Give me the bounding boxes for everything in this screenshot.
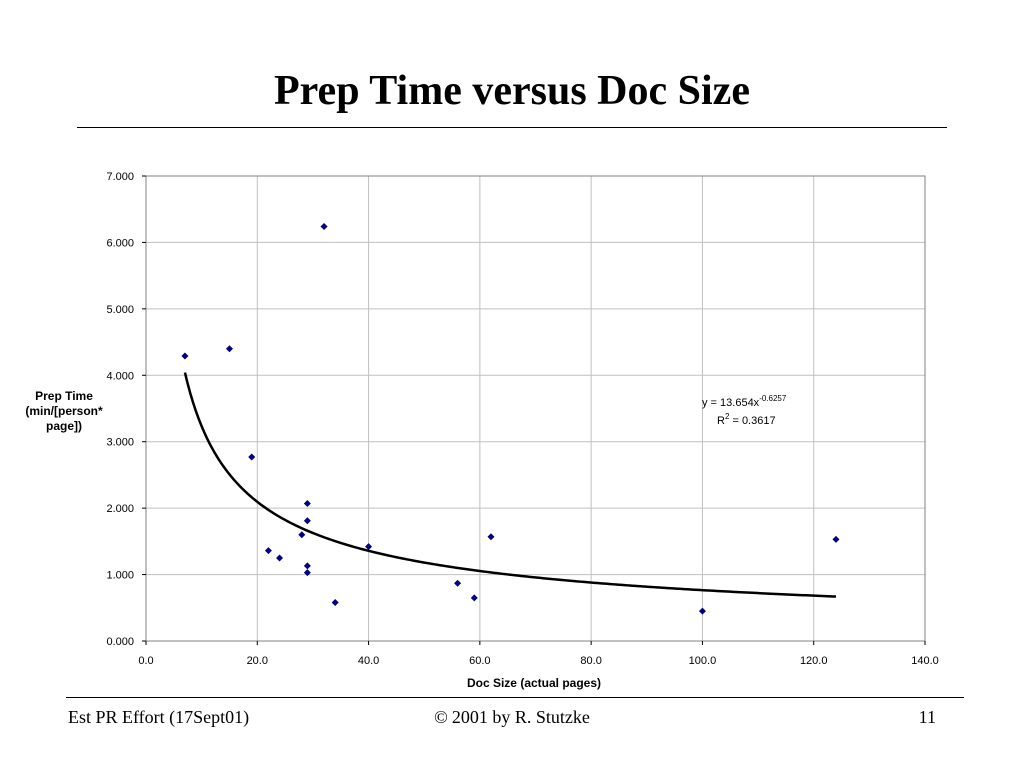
y-tick-label: 4.000 [106, 370, 134, 382]
data-point [832, 535, 840, 543]
copyright-icon: © [434, 707, 448, 727]
y-axis-title-line-2: (min/[person* [25, 404, 103, 418]
footer-divider [66, 697, 964, 698]
r-squared-symbol: R [717, 415, 725, 427]
r-squared-value: = 0.3617 [729, 415, 775, 427]
data-point [331, 598, 339, 606]
data-point [303, 569, 311, 577]
equation-main: y = 13.654x [702, 397, 760, 409]
x-tick-label: 40.0 [358, 655, 379, 667]
data-point [454, 579, 462, 587]
plot-area-frame [145, 175, 926, 642]
x-tick-label: 100.0 [689, 655, 717, 667]
y-tick-label: 6.000 [106, 237, 134, 249]
data-point [303, 562, 311, 570]
x-axis-title: Doc Size (actual pages) [467, 676, 601, 690]
data-point [264, 547, 272, 555]
trendline-equation: y = 13.654x-0.6257 R2 = 0.3617 [702, 394, 787, 427]
data-point [365, 543, 373, 551]
footer-left-text: Est PR Effort (17Sept01) [68, 707, 250, 727]
x-tick-label: 120.0 [800, 655, 828, 667]
r-squared-power: 2 [725, 412, 730, 421]
x-tick-label: 60.0 [469, 655, 490, 667]
r-squared-text: R2 = 0.3617 [717, 412, 776, 427]
data-point [248, 453, 256, 461]
y-tick-label: 2.000 [106, 503, 134, 515]
footer-copyright-text: 2001 by R. Stutzke [451, 707, 590, 727]
footer-copyright: © 2001 by R. Stutzke [0, 707, 1024, 728]
data-point [320, 222, 328, 230]
x-tick-label: 20.0 [247, 655, 268, 667]
y-axis-title-line-3: page]) [46, 419, 82, 433]
x-tick-label: 140.0 [911, 655, 939, 667]
y-tick-label: 0.000 [106, 636, 134, 648]
power-trendline [183, 372, 837, 598]
y-axis-title-line-1: Prep Time [35, 389, 93, 403]
data-point [181, 352, 189, 360]
data-point [225, 345, 233, 353]
y-axis-ticks: 0.000 1.000 2.000 3.000 4.000 5.000 6.000 7.000 [106, 171, 146, 648]
y-tick-label: 3.000 [106, 437, 134, 449]
equation-exponent: -0.6257 [759, 394, 787, 403]
x-tick-label: 80.0 [580, 655, 601, 667]
y-tick-label: 1.000 [106, 570, 134, 582]
x-tick-label: 0.0 [138, 655, 153, 667]
data-point [470, 594, 478, 602]
y-tick-label: 5.000 [106, 304, 134, 316]
y-axis-title: Prep Time (min/[person* page]) [25, 389, 103, 433]
data-point [298, 531, 306, 539]
footer-page-number: 11 [918, 707, 936, 727]
data-point [698, 607, 706, 615]
chart-grid [146, 176, 925, 641]
x-axis-ticks: 0.0 20.0 40.0 60.0 80.0 100.0 120.0 140.0 [138, 641, 939, 667]
data-points [181, 222, 840, 615]
data-point [303, 499, 311, 507]
slide-title: Prep Time versus Doc Size [274, 68, 750, 114]
title-divider [77, 127, 947, 128]
y-tick-label: 7.000 [106, 171, 134, 183]
data-point [303, 517, 311, 525]
data-point [276, 554, 284, 562]
equation-text: y = 13.654x-0.6257 [702, 394, 787, 409]
data-point [487, 533, 495, 541]
